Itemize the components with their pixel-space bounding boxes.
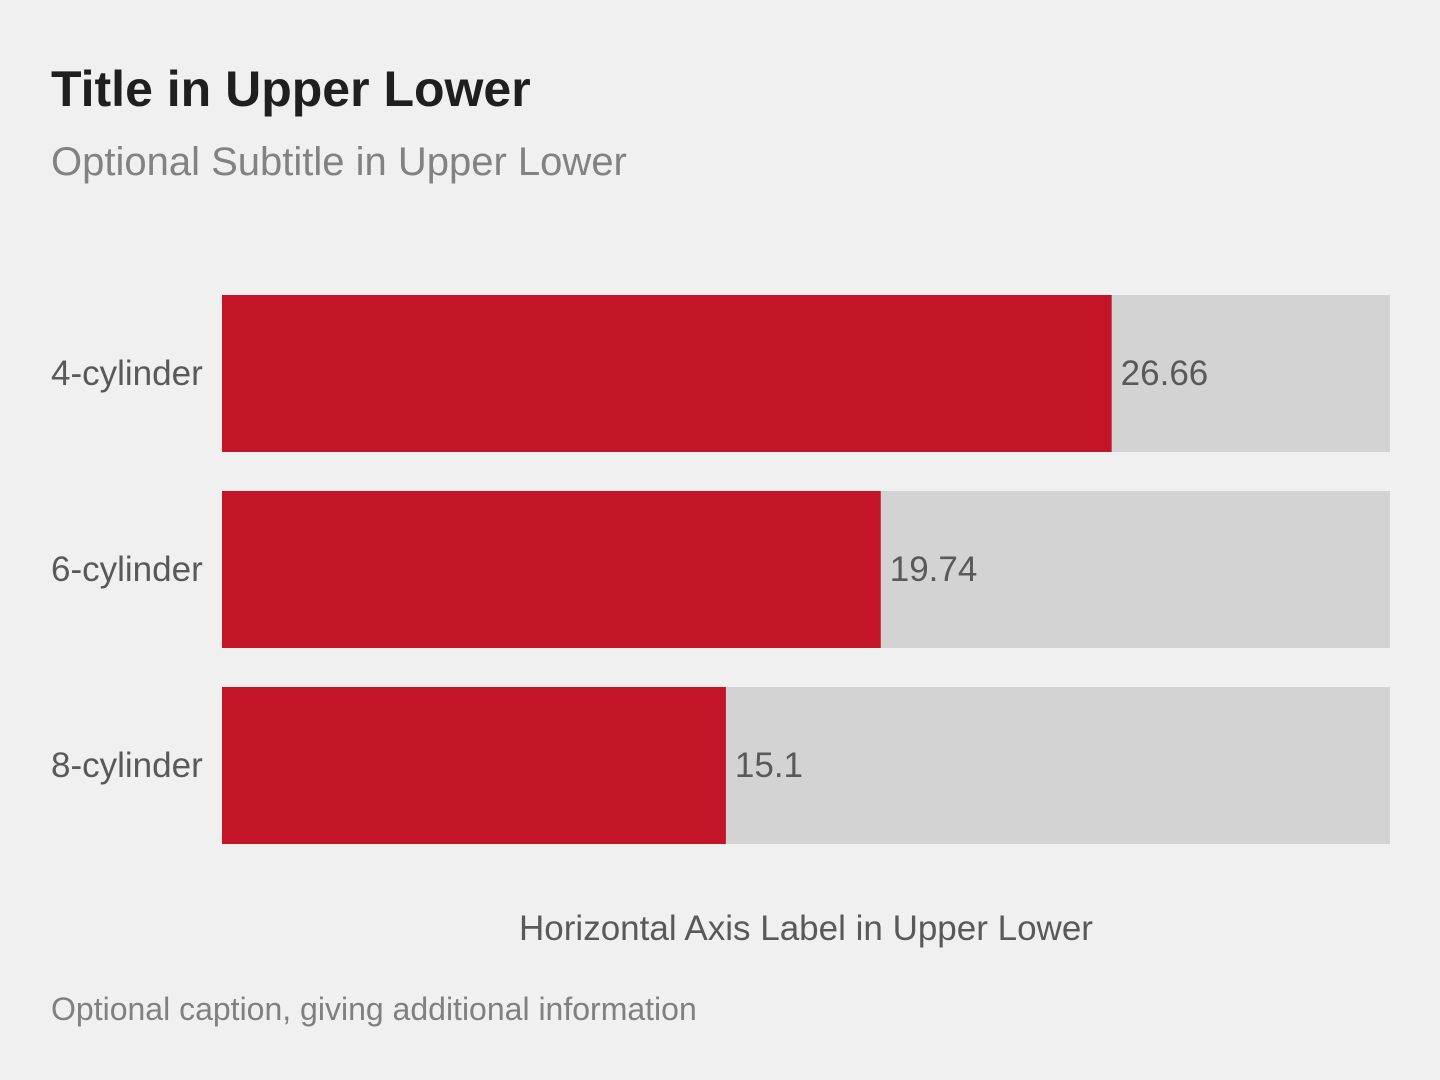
bar-4-cylinder — [222, 295, 1112, 452]
category-label: 6-cylinder — [51, 550, 203, 589]
category-label: 8-cylinder — [51, 746, 203, 785]
chart-subtitle: Optional Subtitle in Upper Lower — [51, 140, 627, 184]
value-label: 19.74 — [890, 550, 978, 589]
chart-caption: Optional caption, giving additional info… — [51, 991, 697, 1027]
chart-title: Title in Upper Lower — [51, 61, 531, 117]
value-label: 15.1 — [735, 746, 803, 785]
value-label: 26.66 — [1121, 354, 1209, 393]
category-label: 4-cylinder — [51, 354, 203, 393]
bar-6-cylinder — [222, 491, 881, 648]
bar-8-cylinder — [222, 687, 726, 844]
x-axis-label: Horizontal Axis Label in Upper Lower — [519, 909, 1093, 948]
